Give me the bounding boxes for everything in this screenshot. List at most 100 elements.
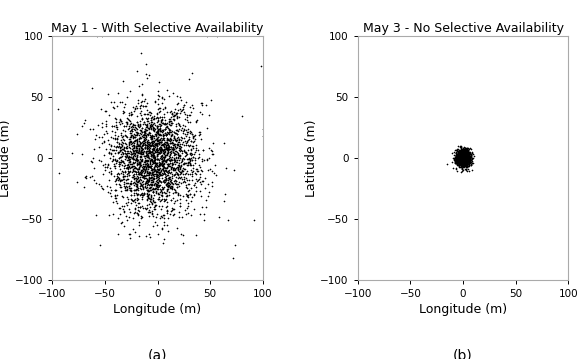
- Point: [123, 150, 132, 155]
- Point: [136, 167, 146, 173]
- Point: [458, 152, 467, 158]
- Point: [465, 157, 474, 163]
- Point: [92, 212, 101, 218]
- Point: [458, 156, 467, 162]
- Point: [461, 158, 470, 164]
- Point: [136, 163, 145, 169]
- Point: [459, 157, 469, 163]
- Point: [113, 124, 122, 130]
- Point: [455, 155, 464, 161]
- Point: [456, 152, 465, 158]
- Point: [458, 155, 467, 160]
- Point: [126, 178, 136, 183]
- Point: [456, 153, 465, 159]
- Point: [454, 153, 463, 159]
- Point: [169, 168, 179, 173]
- Point: [455, 148, 465, 154]
- Point: [455, 153, 464, 158]
- Point: [163, 142, 172, 148]
- Point: [460, 160, 469, 166]
- Point: [459, 157, 469, 163]
- Point: [118, 136, 128, 142]
- Point: [158, 120, 167, 126]
- Point: [451, 159, 461, 165]
- Point: [147, 171, 157, 176]
- Point: [460, 154, 469, 159]
- Point: [458, 154, 467, 160]
- Point: [123, 126, 132, 132]
- Point: [455, 158, 465, 163]
- Point: [465, 154, 474, 160]
- Point: [166, 183, 176, 188]
- Point: [137, 143, 147, 149]
- Point: [133, 191, 142, 197]
- Point: [162, 123, 171, 129]
- Point: [173, 191, 183, 197]
- Point: [119, 123, 129, 129]
- Point: [119, 104, 129, 110]
- Point: [133, 174, 143, 180]
- Point: [455, 155, 464, 161]
- Point: [460, 156, 469, 162]
- Point: [153, 147, 162, 153]
- Point: [141, 124, 150, 130]
- Point: [465, 145, 474, 151]
- Point: [458, 147, 467, 153]
- Point: [461, 158, 470, 163]
- Point: [451, 150, 461, 156]
- Point: [149, 157, 158, 163]
- Point: [145, 169, 154, 175]
- Point: [458, 154, 467, 160]
- Point: [208, 151, 217, 157]
- Point: [454, 152, 463, 158]
- Point: [179, 193, 188, 199]
- Point: [156, 189, 165, 195]
- Point: [463, 157, 472, 163]
- Point: [156, 149, 165, 154]
- Point: [458, 150, 467, 156]
- Point: [139, 181, 148, 187]
- Point: [462, 157, 471, 163]
- Point: [118, 150, 128, 156]
- Point: [109, 105, 118, 111]
- Point: [158, 186, 167, 191]
- Point: [161, 177, 170, 182]
- Point: [457, 160, 466, 165]
- Point: [80, 117, 89, 123]
- Point: [155, 182, 164, 188]
- Point: [132, 144, 141, 150]
- Point: [451, 150, 461, 155]
- Point: [459, 151, 468, 157]
- Point: [150, 149, 159, 155]
- Point: [461, 162, 470, 168]
- Point: [157, 206, 166, 211]
- Point: [454, 159, 463, 165]
- Point: [147, 179, 156, 185]
- Point: [120, 132, 129, 137]
- Point: [458, 154, 467, 160]
- Point: [132, 190, 141, 196]
- Point: [148, 147, 158, 153]
- Point: [462, 148, 471, 154]
- Point: [133, 143, 142, 149]
- Point: [453, 158, 462, 163]
- Point: [160, 168, 169, 173]
- Point: [459, 148, 469, 154]
- Point: [453, 151, 462, 157]
- Point: [459, 161, 468, 167]
- Point: [452, 158, 461, 164]
- Point: [455, 159, 465, 165]
- Point: [162, 147, 172, 153]
- Point: [121, 213, 130, 219]
- Point: [456, 151, 466, 157]
- Point: [189, 192, 198, 198]
- Point: [458, 156, 467, 162]
- Point: [455, 156, 464, 162]
- Point: [461, 156, 470, 162]
- Point: [456, 154, 466, 160]
- Point: [456, 157, 466, 163]
- Point: [136, 150, 145, 155]
- Point: [459, 158, 469, 163]
- Point: [184, 136, 194, 141]
- Point: [463, 153, 473, 159]
